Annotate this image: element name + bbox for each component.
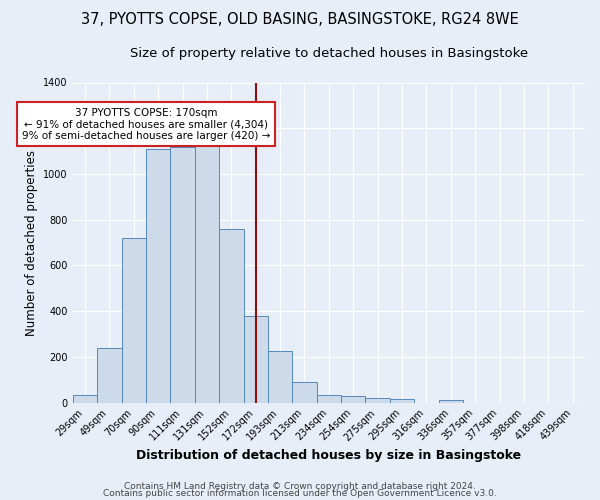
Text: 37, PYOTTS COPSE, OLD BASING, BASINGSTOKE, RG24 8WE: 37, PYOTTS COPSE, OLD BASING, BASINGSTOK…	[81, 12, 519, 28]
Title: Size of property relative to detached houses in Basingstoke: Size of property relative to detached ho…	[130, 48, 528, 60]
X-axis label: Distribution of detached houses by size in Basingstoke: Distribution of detached houses by size …	[136, 450, 521, 462]
Bar	[97, 348, 122, 403]
Bar	[244, 316, 268, 402]
Text: 37 PYOTTS COPSE: 170sqm
← 91% of detached houses are smaller (4,304)
9% of semi-: 37 PYOTTS COPSE: 170sqm ← 91% of detache…	[22, 108, 270, 141]
Bar	[195, 144, 219, 402]
Y-axis label: Number of detached properties: Number of detached properties	[25, 150, 38, 336]
Bar	[122, 238, 146, 402]
Bar	[73, 394, 97, 402]
Bar	[268, 351, 292, 403]
Bar	[341, 396, 365, 402]
Bar	[439, 400, 463, 402]
Bar	[292, 382, 317, 402]
Bar	[219, 229, 244, 402]
Bar	[390, 400, 414, 402]
Bar	[365, 398, 390, 402]
Bar	[317, 394, 341, 402]
Bar	[170, 146, 195, 402]
Text: Contains public sector information licensed under the Open Government Licence v3: Contains public sector information licen…	[103, 490, 497, 498]
Text: Contains HM Land Registry data © Crown copyright and database right 2024.: Contains HM Land Registry data © Crown c…	[124, 482, 476, 491]
Bar	[146, 149, 170, 403]
